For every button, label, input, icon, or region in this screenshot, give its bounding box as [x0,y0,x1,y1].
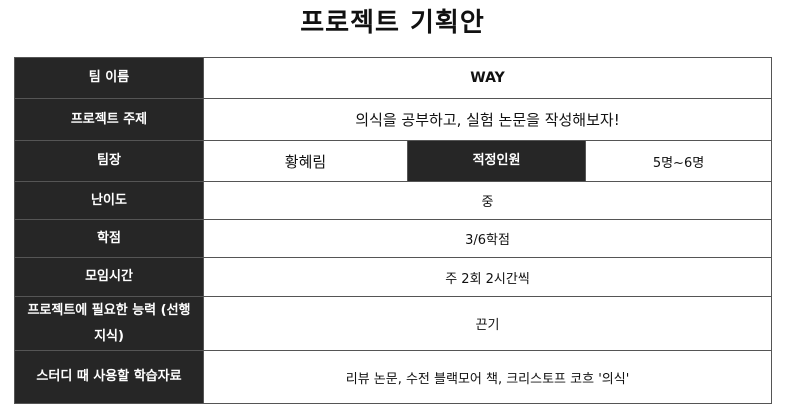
table-row-difficulty: 난이도 중 [14,181,773,220]
label-team-size: 적정인원 [407,140,586,182]
table-row-meeting: 모임시간 주 2회 2시간씩 [14,257,773,297]
table-row-leader: 팀장 황혜림 적정인원 5명~6명 [14,140,773,182]
table-row-team-name: 팀 이름 WAY [14,57,773,99]
value-team-size: 5명~6명 [584,140,773,182]
label-materials: 스터디 때 사용할 학습자료 [14,350,204,404]
value-skills: 끈기 [202,296,773,351]
label-difficulty: 난이도 [14,181,204,220]
label-topic: 프로젝트 주제 [14,98,204,141]
label-leader: 팀장 [14,140,204,182]
label-credits: 학점 [14,219,204,258]
value-topic: 의식을 공부하고, 실험 논문을 작성해보자! [202,98,773,141]
value-difficulty: 중 [202,181,773,220]
label-skills: 프로젝트에 필요한 능력 (선행지식) [14,296,204,351]
value-meeting: 주 2회 2시간씩 [202,257,773,297]
table-row-skills: 프로젝트에 필요한 능력 (선행지식) 끈기 [14,296,773,351]
value-team-name: WAY [202,57,773,99]
label-team-name: 팀 이름 [14,57,204,99]
project-plan-table: 팀 이름 WAY 프로젝트 주제 의식을 공부하고, 실험 논문을 작성해보자!… [14,57,773,404]
table-row-materials: 스터디 때 사용할 학습자료 리뷰 논문, 수전 블랙모어 책, 크리스토프 코… [14,350,773,404]
value-materials: 리뷰 논문, 수전 블랙모어 책, 크리스토프 코흐 '의식' [202,350,773,404]
table-row-credits: 학점 3/6학점 [14,219,773,258]
table-row-topic: 프로젝트 주제 의식을 공부하고, 실험 논문을 작성해보자! [14,98,773,141]
value-credits: 3/6학점 [202,219,773,258]
label-meeting: 모임시간 [14,257,204,297]
page-title: 프로젝트 기획안 [300,8,485,38]
value-leader: 황혜림 [203,140,408,182]
